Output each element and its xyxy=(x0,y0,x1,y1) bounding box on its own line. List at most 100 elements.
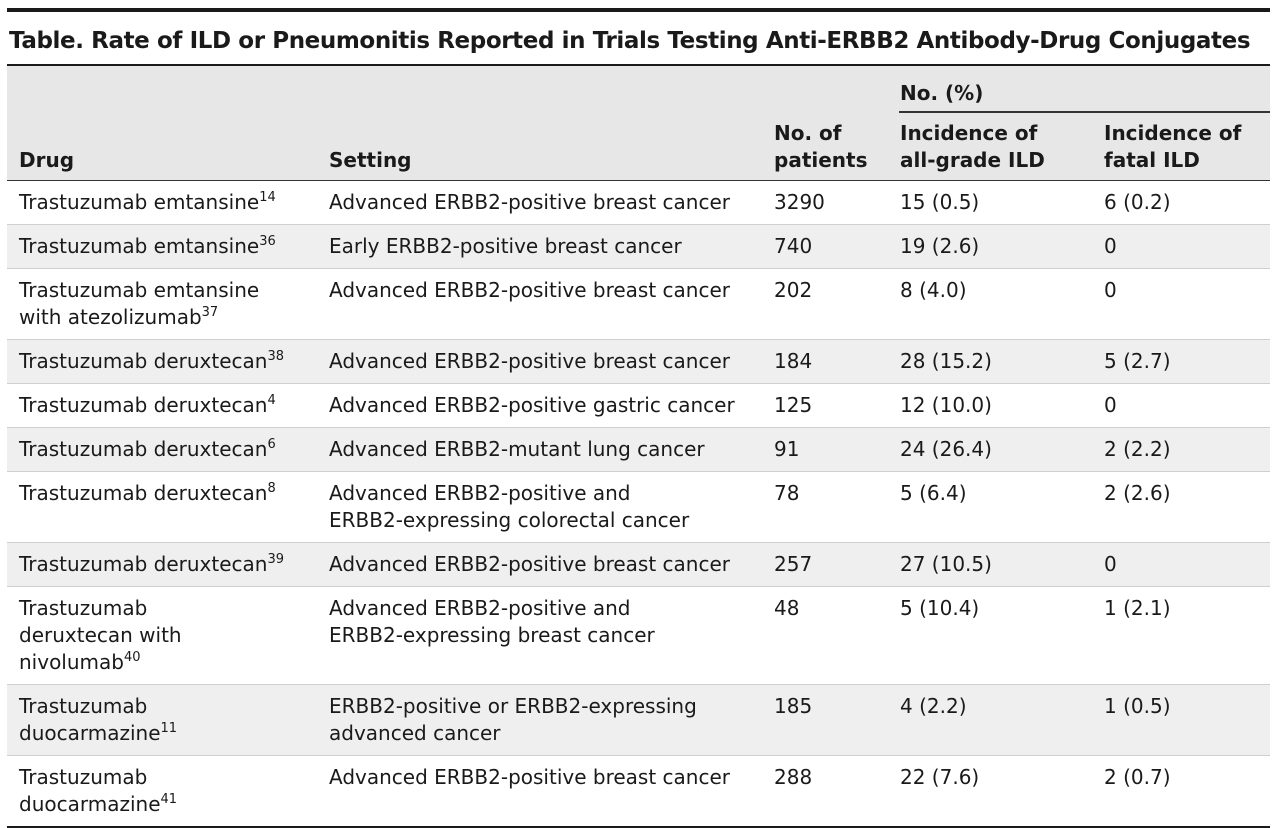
drug-cell: Trastuzumab deruxtecan38 xyxy=(19,348,284,375)
drug-cell: Trastuzumab deruxtecan6 xyxy=(19,436,276,463)
drug-cell: Trastuzumab emtansine14 xyxy=(19,189,276,216)
reference-superscript: 8 xyxy=(267,481,276,496)
patients-cell: 185 xyxy=(774,694,813,718)
table-row: Trastuzumab duocarmazine41 Advanced ERBB2-… xyxy=(7,755,1270,826)
patients-cell: 125 xyxy=(774,393,813,417)
drug-line: Trastuzumab deruxtecan38 xyxy=(19,349,285,373)
drug-cell: Trastuzumab emtansine36 xyxy=(19,233,276,260)
all-grade-ild-cell: 15 (0.5) xyxy=(900,190,980,214)
reference-superscript: 6 xyxy=(267,437,276,452)
table-row: Trastuzumab deruxtecan6 Advanced ERBB2-mu… xyxy=(7,427,1270,471)
header-group-no-pct: No. (%) xyxy=(900,81,984,105)
table-row: Trastuzumab deruxtecan8 Advanced ERBB2-po… xyxy=(7,471,1270,542)
fatal-ild-cell: 1 (2.1) xyxy=(1104,596,1171,620)
setting-line: Advanced ERBB2-positive breast cancer xyxy=(329,278,730,302)
header-patients-line1: No. of xyxy=(774,121,842,145)
all-grade-ild-cell: 5 (10.4) xyxy=(900,596,980,620)
header-fatal: Incidence of fatal ILD xyxy=(1104,120,1241,174)
reference-superscript: 38 xyxy=(267,349,285,364)
setting-cell: Advanced ERBB2-positive gastric cancer xyxy=(329,392,735,419)
drug-line: Trastuzumab xyxy=(19,596,148,620)
fatal-ild-cell: 2 (2.2) xyxy=(1104,437,1171,461)
table-row: Trastuzumab emtansine14 Advanced ERBB2-po… xyxy=(7,181,1270,224)
fatal-ild-cell: 0 xyxy=(1104,393,1117,417)
fatal-ild-cell: 5 (2.7) xyxy=(1104,349,1171,373)
patients-cell: 740 xyxy=(774,234,813,258)
patients-cell: 91 xyxy=(774,437,800,461)
drug-cell: Trastuzumab emtansine with atezolizumab37 xyxy=(19,277,259,331)
all-grade-ild-cell: 12 (10.0) xyxy=(900,393,992,417)
header-fatal-line1: Incidence of xyxy=(1104,121,1242,145)
header-all-grade-line2: all-grade ILD xyxy=(900,148,1045,172)
drug-cell: Trastuzumab deruxtecan8 xyxy=(19,480,276,507)
fatal-ild-cell: 0 xyxy=(1104,552,1117,576)
setting-cell: Advanced ERBB2-positive breast cancer xyxy=(329,189,730,216)
header-patients: No. of patients xyxy=(774,120,868,174)
setting-line: ERBB2-expressing colorectal cancer xyxy=(329,508,690,532)
setting-line: Advanced ERBB2-positive and xyxy=(329,481,631,505)
drug-line: Trastuzumab emtansine14 xyxy=(19,190,276,214)
setting-line: Advanced ERBB2-positive and xyxy=(329,596,631,620)
setting-cell: Early ERBB2-positive breast cancer xyxy=(329,233,682,260)
reference-superscript: 14 xyxy=(259,190,276,205)
setting-line: Advanced ERBB2-positive breast cancer xyxy=(329,349,730,373)
header-patients-line2: patients xyxy=(774,148,868,172)
drug-line: Trastuzumab xyxy=(19,694,148,718)
all-grade-ild-cell: 4 (2.2) xyxy=(900,694,967,718)
drug-line: Trastuzumab deruxtecan6 xyxy=(19,437,276,461)
header-all-grade-line1: Incidence of xyxy=(900,121,1038,145)
all-grade-ild-cell: 8 (4.0) xyxy=(900,278,967,302)
setting-cell: Advanced ERBB2-positive breast cancer xyxy=(329,348,730,375)
table-body: Trastuzumab emtansine14 Advanced ERBB2-po… xyxy=(7,181,1270,826)
table-row: Trastuzumab deruxtecan with nivolumab40 Adv… xyxy=(7,586,1270,684)
setting-line: Advanced ERBB2-positive breast cancer xyxy=(329,190,730,214)
table-row: Trastuzumab deruxtecan39 Advanced ERBB2-p… xyxy=(7,542,1270,586)
drug-cell: Trastuzumab duocarmazine41 xyxy=(19,764,177,818)
table-header: Drug Setting No. of patients No. (%) Inc… xyxy=(7,66,1270,180)
drug-cell: Trastuzumab deruxtecan with nivolumab40 xyxy=(19,595,182,676)
drug-line: with atezolizumab37 xyxy=(19,305,219,329)
setting-line: Advanced ERBB2-positive breast cancer xyxy=(329,552,730,576)
setting-line: advanced cancer xyxy=(329,721,501,745)
header-fatal-line2: fatal ILD xyxy=(1104,148,1200,172)
top-rule xyxy=(7,8,1270,12)
table-row: Trastuzumab emtansine36 Early ERBB2-posit… xyxy=(7,224,1270,268)
all-grade-ild-cell: 28 (15.2) xyxy=(900,349,992,373)
table-figure: Table. Rate of ILD or Pneumonitis Report… xyxy=(7,8,1270,828)
all-grade-ild-cell: 5 (6.4) xyxy=(900,481,967,505)
fatal-ild-cell: 2 (2.6) xyxy=(1104,481,1171,505)
reference-superscript: 4 xyxy=(267,393,276,408)
header-setting: Setting xyxy=(329,148,412,172)
all-grade-ild-cell: 24 (26.4) xyxy=(900,437,992,461)
drug-line: Trastuzumab emtansine xyxy=(19,278,260,302)
setting-cell: Advanced ERBB2-positive and ERBB2-express… xyxy=(329,480,689,534)
drug-line: deruxtecan with xyxy=(19,623,182,647)
setting-cell: Advanced ERBB2-positive and ERBB2-express… xyxy=(329,595,655,649)
setting-cell: Advanced ERBB2-positive breast cancer xyxy=(329,551,730,578)
group-header-rule xyxy=(899,111,1270,113)
setting-line: Advanced ERBB2-positive breast cancer xyxy=(329,765,730,789)
table-row: Trastuzumab duocarmazine11 ERBB2-positive … xyxy=(7,684,1270,755)
all-grade-ild-cell: 19 (2.6) xyxy=(900,234,980,258)
table-title: Table. Rate of ILD or Pneumonitis Report… xyxy=(9,28,1251,54)
setting-line: Advanced ERBB2-mutant lung cancer xyxy=(329,437,705,461)
drug-line: Trastuzumab xyxy=(19,765,148,789)
drug-line: Trastuzumab deruxtecan4 xyxy=(19,393,276,417)
fatal-ild-cell: 1 (0.5) xyxy=(1104,694,1171,718)
patients-cell: 3290 xyxy=(774,190,825,214)
setting-cell: Advanced ERBB2-positive breast cancer xyxy=(329,277,730,304)
header-all-grade: Incidence of all-grade ILD xyxy=(900,120,1045,174)
reference-superscript: 11 xyxy=(160,721,178,736)
all-grade-ild-cell: 27 (10.5) xyxy=(900,552,992,576)
fatal-ild-cell: 0 xyxy=(1104,278,1117,302)
all-grade-ild-cell: 22 (7.6) xyxy=(900,765,980,789)
patients-cell: 48 xyxy=(774,596,800,620)
drug-line: duocarmazine11 xyxy=(19,721,178,745)
setting-line: Advanced ERBB2-positive gastric cancer xyxy=(329,393,735,417)
drug-line: Trastuzumab deruxtecan8 xyxy=(19,481,276,505)
patients-cell: 288 xyxy=(774,765,813,789)
header-drug: Drug xyxy=(19,148,75,172)
table-row: Trastuzumab deruxtecan4 Advanced ERBB2-po… xyxy=(7,383,1270,427)
patients-cell: 202 xyxy=(774,278,813,302)
drug-cell: Trastuzumab deruxtecan4 xyxy=(19,392,276,419)
